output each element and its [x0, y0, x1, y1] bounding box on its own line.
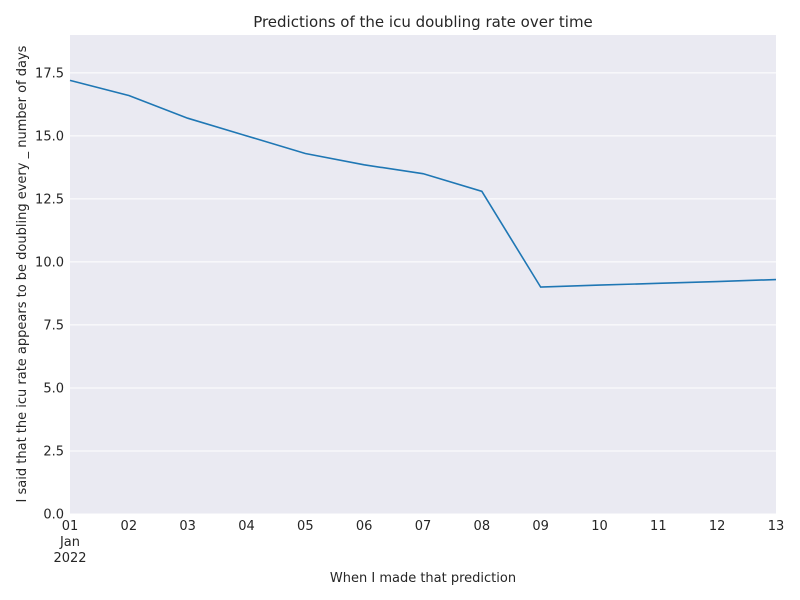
y-tick-label: 10.0: [35, 255, 64, 270]
y-tick-label: 15.0: [35, 129, 64, 144]
x-tick-month-label: Jan: [59, 535, 80, 550]
x-tick-label: 04: [238, 519, 255, 534]
y-tick-label: 7.5: [43, 318, 64, 333]
plot-area: [70, 35, 776, 514]
x-axis-title: When I made that prediction: [330, 571, 516, 586]
x-tick-label: 11: [650, 519, 667, 534]
x-tick-label: 02: [121, 519, 138, 534]
y-tick-label: 5.0: [43, 381, 64, 396]
y-axis-ticks: 0.0 2.5 5.0 7.5 10.0 12.5 15.0 17.5: [35, 66, 64, 522]
x-tick-label: 10: [591, 519, 608, 534]
y-axis-title: I said that the icu rate appears to be d…: [15, 45, 30, 502]
x-tick-label: 01: [62, 519, 79, 534]
x-tick-label: 08: [474, 519, 491, 534]
series-line: [69, 79, 777, 288]
x-tick-label: 09: [532, 519, 549, 534]
x-tick-label: 03: [179, 519, 196, 534]
x-tick-label: 12: [709, 519, 726, 534]
y-tick-label: 2.5: [43, 444, 64, 459]
x-tick-label: 07: [415, 519, 432, 534]
y-tick-label: 12.5: [35, 192, 64, 207]
y-gridlines: [70, 72, 776, 515]
x-tick-year-label: 2022: [53, 551, 86, 566]
y-tick-label: 0.0: [43, 508, 64, 523]
y-tick-label: 17.5: [35, 66, 64, 81]
x-tick-label: 05: [297, 519, 314, 534]
x-tick-label: 06: [356, 519, 373, 534]
x-tick-label: 13: [768, 519, 785, 534]
chart-title: Predictions of the icu doubling rate ove…: [253, 13, 593, 31]
